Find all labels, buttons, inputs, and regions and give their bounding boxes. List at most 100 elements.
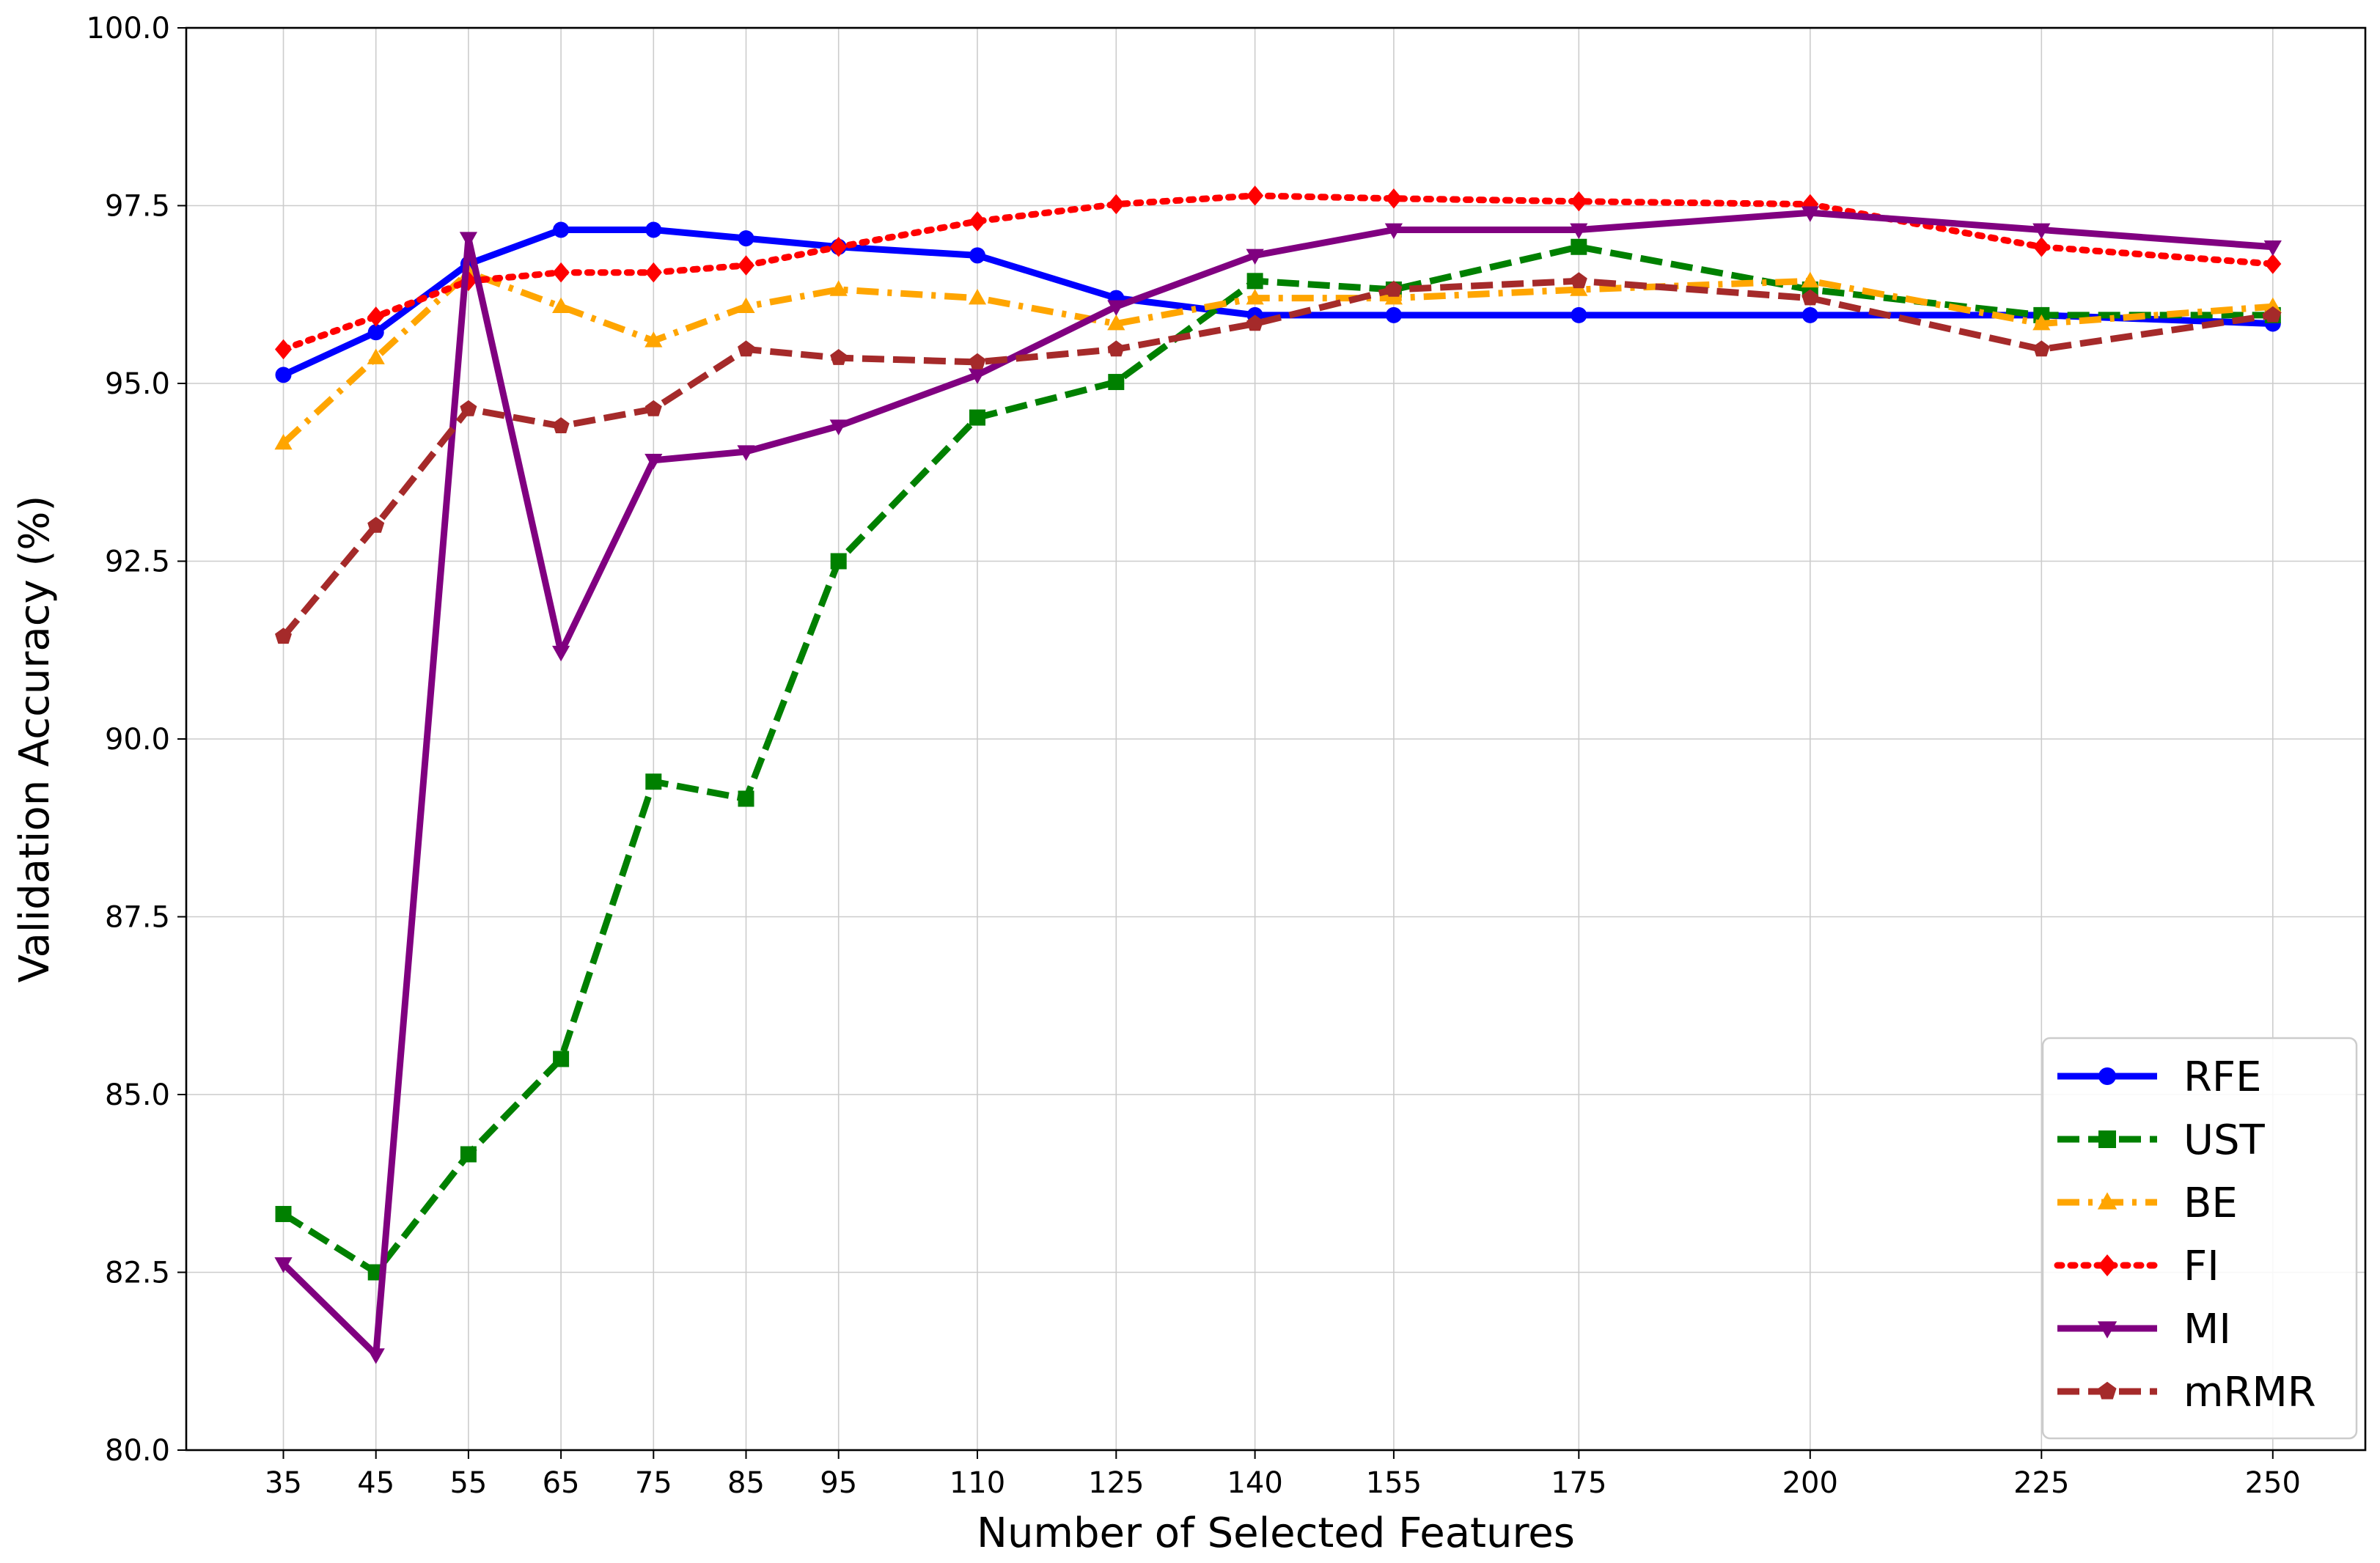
data-point-rfe [1385,306,1402,323]
x-tick-label: 140 [1227,1466,1282,1500]
y-tick-label: 87.5 [105,901,170,935]
data-point-be [644,331,663,347]
data-point-fi [1107,194,1125,215]
data-point-mrmr [969,353,986,369]
data-point-mi [1246,249,1264,265]
data-point-fi [1801,194,1819,215]
x-tick-label: 35 [265,1466,302,1500]
legend-marker-rfe [2098,1067,2116,1085]
data-point-fi [644,262,662,283]
y-tick-label: 95.0 [105,367,170,401]
series-layer [274,185,2282,1364]
data-point-fi [2032,237,2050,257]
x-axis-ticks: 35 45 55 65 75 85 95 110 125 140 155 175 200 225 250 [265,1450,2301,1500]
data-point-mrmr [367,516,385,533]
data-point-mi [459,232,478,248]
data-point-be [1107,314,1125,331]
data-point-fi [552,262,570,283]
data-point-mrmr [644,400,662,416]
data-point-fi [969,211,986,232]
data-point-mi [1801,206,1819,222]
data-point-mrmr [552,417,570,433]
legend-marker-fi [2098,1254,2117,1276]
data-point-mi [737,445,755,461]
data-point-rfe [367,324,384,341]
x-tick-label: 225 [2013,1466,2069,1500]
legend-marker-mrmr [2098,1381,2117,1400]
data-point-rfe [275,367,292,383]
legend-label-mrmr: mRMR [2183,1369,2316,1416]
legend-marker-be [2097,1192,2118,1210]
data-point-mi [274,1257,293,1273]
data-point-mrmr [2264,306,2282,323]
data-point-rfe [738,230,754,247]
data-point-be [2032,314,2051,331]
data-point-be [829,280,848,296]
data-point-be [1801,271,1819,288]
x-tick-label: 65 [543,1466,580,1500]
x-tick-label: 200 [1782,1466,1838,1500]
series-be [274,263,2282,450]
legend-label-be: BE [2183,1180,2238,1227]
data-point-mi [968,368,987,385]
data-point-mrmr [737,340,755,357]
data-point-ust [830,553,847,570]
data-point-mrmr [1801,289,1819,306]
data-point-be [274,433,293,450]
data-point-mrmr [1385,280,1403,297]
data-point-fi [367,306,385,327]
x-tick-label: 125 [1088,1466,1144,1500]
x-tick-label: 175 [1551,1466,1606,1500]
data-point-ust [275,1205,292,1222]
data-point-be [737,297,755,314]
data-point-mi [829,419,848,435]
data-point-mrmr [1107,340,1125,357]
legend: RFE UST BE FI MI mRMR [2041,1037,2358,1440]
data-point-mrmr [830,348,848,365]
y-tick-label: 100.0 [86,12,170,45]
x-tick-label: 85 [727,1466,765,1500]
legend-marker-mi [2097,1321,2118,1339]
data-point-mi [552,645,570,662]
data-point-mi [2032,223,2051,240]
series-line-mrmr [281,277,2274,639]
x-tick-label: 75 [635,1466,672,1500]
data-point-mrmr [275,628,293,644]
data-point-ust [645,773,662,790]
data-point-fi [2264,254,2282,274]
data-point-fi [1570,191,1587,212]
x-axis-title: Number of Selected Features [977,1509,1575,1557]
data-point-be [968,288,987,305]
x-tick-label: 45 [357,1466,394,1500]
series-mi [274,206,2282,1364]
data-point-rfe [1571,306,1587,323]
y-tick-label: 90.0 [105,723,170,757]
x-tick-label: 55 [449,1466,487,1500]
data-point-fi [1385,188,1403,209]
data-point-rfe [1801,306,1818,323]
legend-label-rfe: RFE [2183,1053,2262,1101]
data-point-ust [553,1051,570,1067]
data-point-rfe [969,247,986,264]
data-point-rfe [645,221,662,238]
data-point-ust [969,409,986,426]
data-point-mi [1570,223,1588,240]
data-point-mrmr [1570,272,1587,289]
data-point-mi [2263,240,2282,257]
legend-label-ust: UST [2183,1117,2266,1164]
data-point-mi [367,1348,385,1364]
data-point-ust [1108,374,1125,391]
x-tick-label: 95 [820,1466,857,1500]
x-tick-label: 250 [2245,1466,2301,1500]
data-point-ust [1571,238,1587,255]
y-tick-label: 92.5 [105,545,170,579]
data-point-ust [460,1146,477,1163]
y-axis-ticks: 80.0 82.5 85.0 87.5 90.0 92.5 95.0 97.5 100.0 [86,12,186,1468]
legend-label-fi: FI [2183,1243,2219,1290]
data-point-fi [830,237,848,257]
data-point-be [2263,297,2282,314]
data-point-fi [1246,185,1264,206]
data-point-be [1246,288,1264,305]
